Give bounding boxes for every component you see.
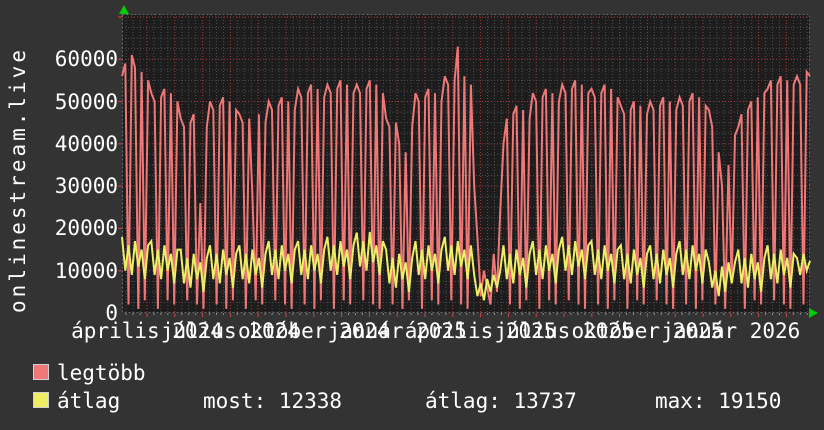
y-axis-tick-label: 30000	[54, 174, 118, 199]
x-axis-tick-label: április 2025	[404, 319, 557, 343]
x-axis-arrow-icon	[809, 308, 818, 318]
x-axis-tick-label: július 2024	[160, 319, 300, 343]
stat-max: max: 19150	[655, 389, 782, 413]
legend-label-legtobb: legtöbb	[57, 361, 146, 385]
y-axis-tick-label: 10000	[54, 258, 118, 283]
y-axis-title: onlinestream.live	[6, 47, 30, 313]
x-axis-tick-label: október 2025	[571, 319, 724, 343]
legend-swatch-legtobb	[33, 364, 49, 380]
legend-label-atlag: átlag	[57, 389, 121, 413]
x-axis-tick-label: január 2025	[327, 319, 467, 343]
series-line-atlag	[121, 231, 811, 301]
stat-most: most: 12338	[203, 389, 343, 413]
x-axis-tick-label: április 2024	[71, 319, 223, 343]
y-axis-arrow-icon	[119, 5, 129, 14]
x-axis-tick-label: január 2026	[661, 319, 801, 343]
x-axis-tick-label: július 2025	[494, 319, 634, 343]
legend-swatch-atlag	[33, 392, 49, 408]
y-axis-tick-label: 60000	[54, 47, 118, 72]
stat-atlag: átlag: 13737	[425, 389, 577, 413]
series-line-legtobb	[121, 46, 811, 309]
chart-plot-area	[118, 14, 811, 317]
y-axis-tick-label: 50000	[54, 89, 118, 114]
y-axis-tick-label: 20000	[54, 216, 118, 241]
y-axis-tick-label: 0	[105, 301, 118, 325]
x-axis-tick-label: október 2024	[237, 319, 390, 343]
y-axis-tick-label: 40000	[54, 131, 118, 156]
